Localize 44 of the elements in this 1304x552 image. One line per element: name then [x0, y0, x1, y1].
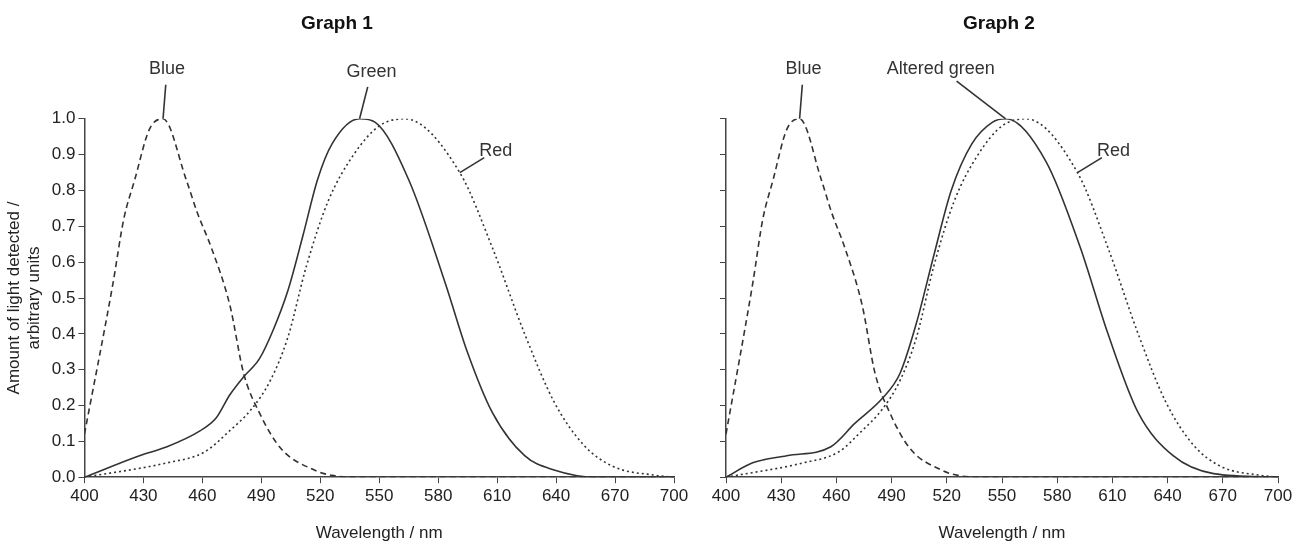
x-tick-label: 670 [1208, 486, 1237, 506]
x-tick-label: 400 [70, 486, 99, 506]
x-tick-label: 640 [541, 486, 571, 506]
y-tick-label: 0.8 [51, 180, 76, 200]
x-axis-title: Wavelength / nm [938, 523, 1066, 543]
y-tick-label: 0.9 [51, 144, 76, 164]
x-tick-label: 490 [247, 486, 276, 506]
x-tick-label: 640 [1153, 486, 1182, 506]
text: Blue [785, 57, 822, 78]
x-tick-label: 550 [987, 486, 1017, 506]
y-tick-label: 1.0 [51, 108, 76, 128]
x-tick-label: 430 [767, 486, 796, 506]
y-tick-label: 0.0 [51, 466, 76, 486]
y-tick-label: 0.5 [51, 287, 76, 307]
x-tick-label: 490 [877, 486, 906, 506]
x-tick-label: 550 [365, 486, 394, 506]
text: Altered green [886, 57, 995, 78]
text: Blue [149, 57, 186, 78]
x-tick-label: 460 [188, 486, 217, 506]
x-tick-label: 610 [1098, 486, 1127, 506]
y-tick-label: 0.1 [51, 431, 76, 451]
y-tick-label: 0.4 [51, 323, 76, 343]
y-tick-label: 0.7 [51, 216, 76, 236]
series-label: Red [479, 139, 513, 160]
x-tick-label: 670 [600, 486, 630, 506]
x-tick-label: 520 [306, 486, 335, 506]
x-tick-label: 700 [1263, 486, 1293, 506]
x-tick-label: 430 [129, 486, 158, 506]
x-tick-label: 580 [1043, 486, 1072, 506]
y-tick-label: 0.3 [51, 359, 76, 379]
x-tick-label: 520 [932, 486, 961, 506]
x-tick-label: 400 [711, 486, 741, 506]
x-axis-title: Wavelength / nm [315, 523, 443, 543]
y-axis-title: Amount of light detected / arbitrary units [3, 201, 44, 395]
text: Green [346, 60, 397, 81]
y-tick-label: 0.2 [51, 395, 76, 415]
x-tick-label: 610 [482, 486, 512, 506]
x-tick-label: 460 [822, 486, 851, 506]
y-tick-label: 0.6 [51, 251, 76, 271]
x-tick-label: 580 [423, 486, 453, 506]
series-label: Red [1096, 139, 1130, 160]
x-tick-label: 700 [659, 486, 689, 506]
chart-title: Graph 1 [301, 11, 374, 33]
chart-title: Graph 2 [963, 11, 1035, 33]
